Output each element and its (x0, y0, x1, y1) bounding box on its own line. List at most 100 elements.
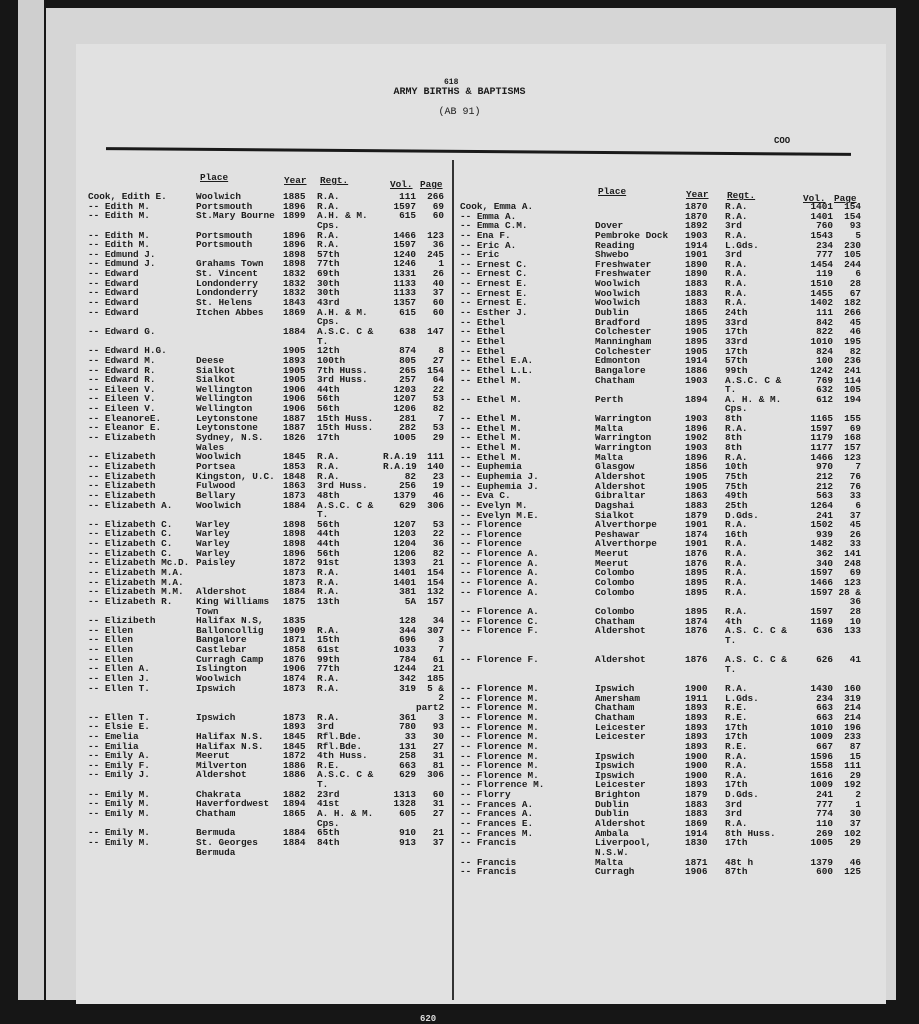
cell-year: 1883 (685, 287, 708, 299)
register-row: part2 (88, 703, 444, 713)
cell-name: -- Florence A. (460, 576, 539, 588)
cell-volume: 663 (399, 759, 416, 771)
register-row: Cook, Emma A. 1870 R.A. 1401 154 (460, 202, 861, 212)
cell-year: 1876 (685, 625, 708, 637)
cell-place: Grahams Town (196, 258, 264, 270)
cell-volume: 1466 (810, 576, 833, 588)
cell-place: Chatham (595, 615, 635, 627)
cell-place: Woolwich (196, 451, 242, 463)
register-row: -- Francis Curragh 1906 87th 600 125 (460, 867, 861, 877)
cell-page: 93 (432, 721, 444, 733)
register-row: -- Ellen T. Ipswich 1873 R.A. 319 5 & (88, 684, 444, 694)
cell-regiment: R.E. (725, 702, 748, 714)
cell-year: 1893 (685, 721, 708, 733)
cell-name: Cook, Edith E. (88, 191, 167, 202)
cell-place: Brighton (595, 789, 641, 801)
cell-place: Malta (595, 422, 624, 434)
header-regt: Regt. (727, 190, 756, 201)
register-row: -- Emily M. Chatham 1865 A. H. & M. 605 27 (88, 809, 444, 819)
register-row: -- Florence A. Colombo 1895 R.A. 1597 69 (460, 568, 861, 578)
cell-place: Colombo (595, 605, 635, 617)
header-vol: Vol. (803, 193, 826, 204)
cell-name: -- Ernest C. (460, 268, 528, 280)
cell-name: -- Edward G. (88, 325, 156, 337)
cell-regiment: R.A. (725, 538, 748, 550)
cell-regiment: 4th (725, 615, 742, 627)
cell-regiment: R.E. (317, 759, 340, 771)
register-row: Town (88, 606, 444, 617)
cell-page: 36 (432, 239, 444, 251)
cell-regiment: R.A. (725, 210, 748, 222)
cell-regiment: 24th (725, 307, 748, 319)
register-row: -- Elizibeth Halifax N.S, 1835 128 34 (88, 616, 444, 626)
cell-name: -- Eric (460, 249, 500, 261)
register-row: Cook, Edith E. Woolwich 1885 R.A. 111 266 (88, 192, 444, 202)
cell-year: 1884 (283, 836, 306, 848)
cell-place: Warley (196, 547, 230, 559)
cell-year: 1886 (283, 759, 306, 771)
cell-place: Perth (595, 393, 624, 405)
cell-name: -- Edward H.G. (88, 345, 167, 357)
register-row: -- Ethel M. Chatham 1903 A.S.C. C & 769 114 (460, 375, 861, 386)
register-row: -- Elizabeth M.A. 1873 R.A. 1401 154 (88, 576, 444, 588)
cell-name: -- Elizabeth C. (88, 528, 173, 540)
cell-year: 1895 (685, 576, 708, 588)
cell-name: -- Florence M. (460, 683, 539, 695)
cell-volume: 1313 (393, 788, 416, 800)
register-row: -- Elizabeth Fulwood 1863 3rd Huss. 256 19 (88, 481, 444, 491)
cell-volume: 1328 (393, 798, 416, 810)
register-row: T. (460, 636, 861, 646)
cell-page: 125 (844, 866, 861, 878)
cell-page: 133 (844, 625, 861, 637)
cell-name: -- Francis (460, 837, 517, 849)
cell-name: -- Ethel M. (460, 451, 522, 463)
cell-volume: 1466 (393, 229, 416, 241)
register-row: Bermuda (88, 847, 444, 858)
cell-regiment: 57th (725, 355, 748, 367)
cell-regiment: R.A. (725, 557, 748, 569)
cell-regiment: D.Gds. (725, 509, 759, 521)
register-row: -- Elizabeth C. Warley 1896 56th 1206 82 (88, 549, 444, 559)
cell-place: Aldershot (595, 654, 646, 666)
cell-name: -- Francis (460, 866, 517, 878)
register-row: -- Edith M. Portsmouth 1896 R.A. 1466 123 (88, 229, 444, 241)
cell-place: Dublin (595, 808, 629, 820)
cell-volume: 913 (399, 836, 416, 848)
cell-year (685, 636, 725, 646)
cell-page: 60 (432, 306, 444, 318)
cell-page: 154 (427, 576, 444, 588)
cell-year: 1885 (283, 191, 306, 202)
cell-volume: 1242 (810, 364, 833, 376)
cell-place: St. Georges (196, 836, 258, 848)
cell-year: 1893 (685, 740, 708, 752)
cell-page: 33 (849, 538, 861, 550)
cell-year: 1883 (685, 297, 708, 309)
register-row: T. (88, 336, 444, 347)
cell-regiment: 44th (317, 528, 340, 540)
cell-name: -- Florence (460, 519, 522, 531)
cell-name: -- Edward (88, 277, 139, 289)
register-row: -- Edward M. Deese 1893 100th 805 27 (88, 356, 444, 366)
cell-regiment: 4th Huss. (317, 750, 368, 762)
register-row: -- Ellen Castlebar 1858 61st 1033 7 (88, 645, 444, 655)
cell-volume: 234 (816, 692, 833, 704)
cell-regiment: R.A. (317, 673, 340, 685)
cell-name: -- Eileen V. (88, 403, 156, 415)
cell-regiment: 30th (317, 287, 340, 299)
cell-page: 45 (849, 316, 861, 328)
cell-name: -- Elizabeth (88, 432, 156, 444)
cell-regiment: 25th (725, 499, 748, 511)
cell-volume: 629 (399, 769, 416, 781)
cell-year: 1900 (685, 683, 708, 695)
cell-place: Peshawar (595, 528, 641, 540)
cell-volume: 1179 (810, 432, 833, 444)
register-row: -- Eileen V. Wellington 1906 56th 1206 82 (88, 404, 444, 414)
cell-place: Meerut (595, 548, 629, 560)
cell-volume: 269 (816, 827, 833, 839)
register-row: -- Frances E. Aldershot 1869 R.A. 110 37 (460, 819, 861, 829)
cell-year: 1876 (685, 557, 708, 569)
cell-name: -- Frances M. (460, 827, 534, 839)
cell-regiment: D.Gds. (725, 789, 759, 801)
cell-page: 60 (432, 788, 444, 800)
cell-volume: 626 (816, 654, 833, 666)
